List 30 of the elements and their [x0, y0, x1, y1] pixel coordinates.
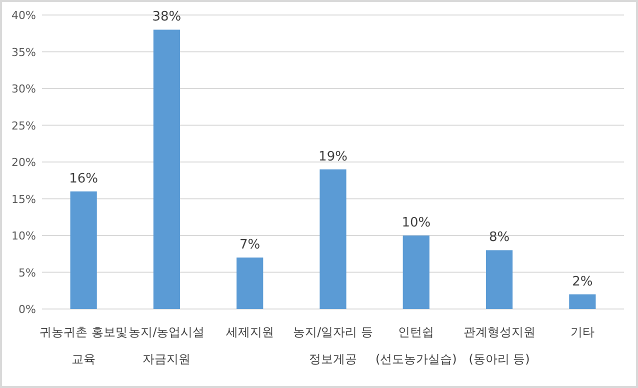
- data-label: 7%: [240, 238, 260, 253]
- bar: [153, 30, 180, 309]
- x-tick-label: 농지/농업시설 자금지원: [128, 325, 205, 366]
- y-tick-label: 20%: [12, 156, 36, 169]
- bar: [70, 191, 97, 309]
- data-label: 16%: [69, 171, 98, 186]
- y-tick-label: 30%: [12, 82, 36, 96]
- data-label: 2%: [572, 274, 593, 290]
- data-label: 10%: [402, 216, 431, 230]
- y-tick-label: 35%: [12, 46, 36, 59]
- data-label: 38%: [152, 10, 182, 25]
- x-tick-label: 기타: [570, 325, 594, 339]
- y-tick-label: 40%: [12, 9, 36, 22]
- y-tick-label: 15%: [12, 192, 36, 206]
- x-tick-label: 귀농귀촌 홍보및 교육: [40, 325, 128, 366]
- y-tick-label: 25%: [12, 119, 36, 132]
- x-tick-label: 관계형성지원 (동아리 등): [463, 325, 536, 366]
- y-tick-label: 5%: [18, 266, 36, 280]
- x-tick-label: 세제지원: [226, 325, 274, 339]
- bar: [486, 250, 513, 309]
- data-label: 19%: [318, 149, 348, 164]
- bar: [402, 236, 430, 309]
- y-tick-label: 10%: [12, 230, 36, 242]
- data-label: 8%: [488, 230, 510, 246]
- bar: [569, 294, 596, 309]
- x-tick-label: 인턴쉽 (선도농가실습): [375, 325, 457, 366]
- x-tick-label: 농지/일자리 등 정보게공: [293, 325, 373, 366]
- bar: [236, 258, 264, 309]
- y-tick-label: 0%: [18, 303, 36, 316]
- bar: [320, 169, 346, 309]
